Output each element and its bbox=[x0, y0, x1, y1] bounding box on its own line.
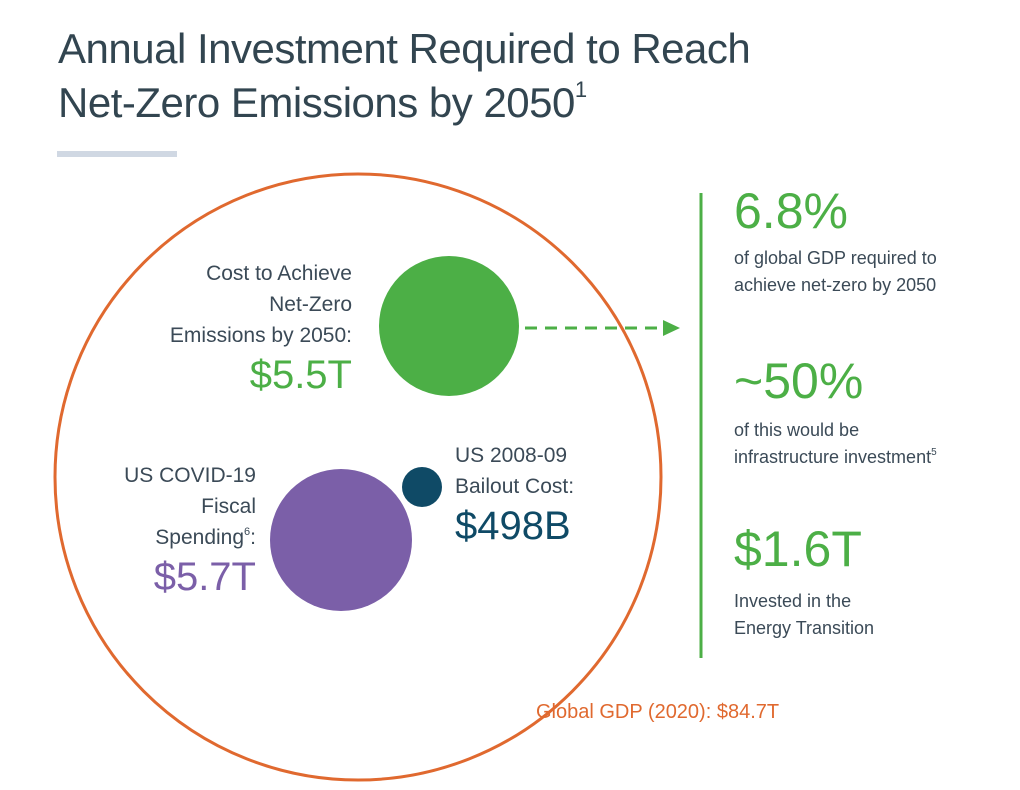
title-line-2: Net-Zero Emissions by 2050 bbox=[58, 79, 575, 126]
covid-label-spending: Spending bbox=[155, 526, 245, 549]
arrow-head-icon bbox=[663, 320, 680, 336]
netzero-bubble bbox=[379, 256, 519, 396]
bailout-value: $498B bbox=[455, 504, 571, 548]
covid-label-line-2: Fiscal bbox=[201, 495, 256, 518]
netzero-label: Cost to Achieve Net-Zero Emissions by 20… bbox=[100, 258, 352, 399]
stat-1-line-2: achieve net-zero by 2050 bbox=[734, 275, 937, 295]
stat-2-line-2: infrastructure investment5 bbox=[734, 444, 1004, 471]
bailout-label-line-2: Bailout Cost: bbox=[455, 475, 575, 498]
stat-2-line-1: of this would be bbox=[734, 420, 860, 440]
stat-1-line-1: of global GDP required to bbox=[734, 248, 937, 268]
title-underline bbox=[57, 151, 177, 157]
page-title: Annual Investment Required to Reach Net-… bbox=[58, 22, 958, 130]
netzero-label-line-1: Cost to Achieve bbox=[206, 262, 352, 285]
stat-2-line-2-text: infrastructure investment bbox=[734, 447, 932, 467]
netzero-label-line-2: Net-Zero bbox=[269, 293, 352, 316]
global-gdp-label: Global GDP (2020): $84.7T bbox=[536, 701, 780, 723]
stat-3-line-2: Energy Transition bbox=[734, 618, 875, 638]
covid-value: $5.7T bbox=[153, 555, 256, 599]
global-gdp-circle bbox=[53, 172, 663, 782]
title-line-1: Annual Investment Required to Reach bbox=[58, 25, 751, 72]
stat-infrastructure-desc: of this would be infrastructure investme… bbox=[734, 417, 1004, 471]
bailout-label-line-1: US 2008-09 bbox=[455, 444, 568, 467]
stat-3-line-1: Invested in the bbox=[734, 591, 852, 611]
covid-label-line-3: Spending6: bbox=[60, 522, 256, 553]
bailout-label: US 2008-09 Bailout Cost: $498B bbox=[455, 440, 655, 550]
stat-gdp-percent: 6.8% bbox=[734, 183, 848, 239]
covid-label: US COVID-19 Fiscal Spending6: $5.7T bbox=[60, 460, 256, 601]
title-footnote: 1 bbox=[574, 77, 587, 102]
stat-energy-transition: $1.6T bbox=[734, 521, 862, 577]
covid-label-line-1: US COVID-19 bbox=[124, 464, 256, 487]
netzero-value: $5.5T bbox=[249, 353, 352, 397]
bailout-bubble bbox=[402, 467, 442, 507]
covid-footnote: 6 bbox=[244, 526, 251, 538]
covid-bubble bbox=[270, 469, 412, 611]
stat-energy-transition-desc: Invested in the Energy Transition bbox=[734, 588, 1004, 642]
stat-2-footnote: 5 bbox=[931, 447, 937, 458]
stat-gdp-percent-desc: of global GDP required to achieve net-ze… bbox=[734, 245, 1004, 299]
covid-label-colon: : bbox=[250, 526, 256, 549]
netzero-label-line-3: Emissions by 2050: bbox=[169, 324, 352, 347]
stat-infrastructure-share: ~50% bbox=[734, 353, 864, 409]
